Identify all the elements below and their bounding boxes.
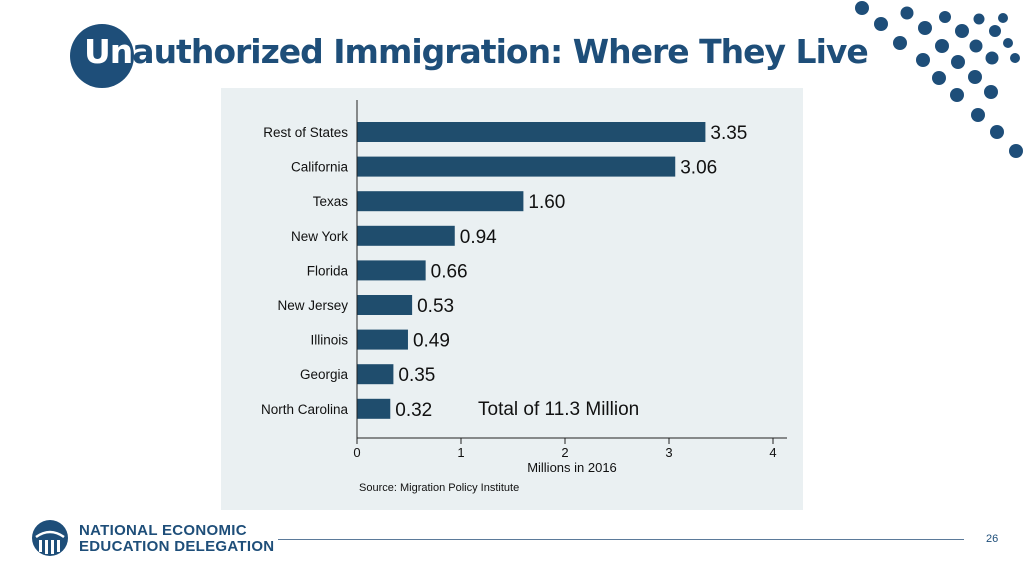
bar-north-carolina <box>357 398 391 419</box>
x-axis-label: Millions in 2016 <box>527 460 617 475</box>
org-name-line2: EDUCATION DELEGATION <box>79 538 275 555</box>
bar-chart: Rest of States 3.35 California 3.06 Texas 1.6… <box>261 100 787 494</box>
value-label: 1.60 <box>528 192 565 213</box>
x-tick-label: 4 <box>769 445 776 460</box>
value-label: 0.66 <box>431 261 468 282</box>
bar-florida <box>357 260 426 281</box>
category-label: North Carolina <box>261 402 349 417</box>
category-label: Florida <box>307 263 349 278</box>
title-rest: authorized Immigration: Where They Live <box>132 32 868 71</box>
bar-california <box>357 156 676 177</box>
value-label: 0.49 <box>413 331 450 352</box>
bar-rest-of-states <box>357 122 706 142</box>
value-label: 0.94 <box>460 227 497 248</box>
bar-new-york <box>357 225 455 246</box>
page-number: 26 <box>986 533 999 545</box>
chart-source: Source: Migration Policy Institute <box>359 482 519 494</box>
bar-illinois <box>357 329 408 350</box>
org-name-line1: NATIONAL ECONOMIC <box>79 522 247 539</box>
category-label: Texas <box>313 194 349 209</box>
title-accent-circle <box>70 24 134 88</box>
title-first-letters: Un <box>84 32 133 71</box>
value-label: 0.32 <box>395 400 432 421</box>
decorative-dot-pattern <box>855 1 1023 158</box>
x-tick-label: 2 <box>561 445 568 460</box>
category-label: New Jersey <box>277 298 348 313</box>
value-label: 0.53 <box>417 296 454 317</box>
ned-logo-icon <box>32 520 68 556</box>
x-tick-label: 3 <box>665 445 672 460</box>
bar-texas <box>357 191 524 212</box>
x-tick-label: 1 <box>457 445 464 460</box>
category-label: Rest of States <box>263 125 348 140</box>
value-label: 3.06 <box>680 158 717 179</box>
bar-new-jersey <box>357 295 413 315</box>
bar-georgia <box>357 364 394 385</box>
category-label: Illinois <box>310 333 348 348</box>
value-label: 3.35 <box>710 123 747 144</box>
page-title: Unauthorized Immigration: Where They Liv… <box>84 32 869 71</box>
value-label: 0.35 <box>398 365 435 386</box>
total-annotation: Total of 11.3 Million <box>478 399 639 420</box>
footer-divider <box>278 539 964 540</box>
chart-panel: Rest of States 3.35 California 3.06 Texas 1.6… <box>221 88 803 510</box>
x-tick-label: 0 <box>353 445 360 460</box>
footer-org-name: NATIONAL ECONOMIC EDUCATION DELEGATION <box>79 523 274 555</box>
category-label: New York <box>291 229 348 244</box>
category-label: California <box>291 160 349 175</box>
category-label: Georgia <box>300 367 349 382</box>
